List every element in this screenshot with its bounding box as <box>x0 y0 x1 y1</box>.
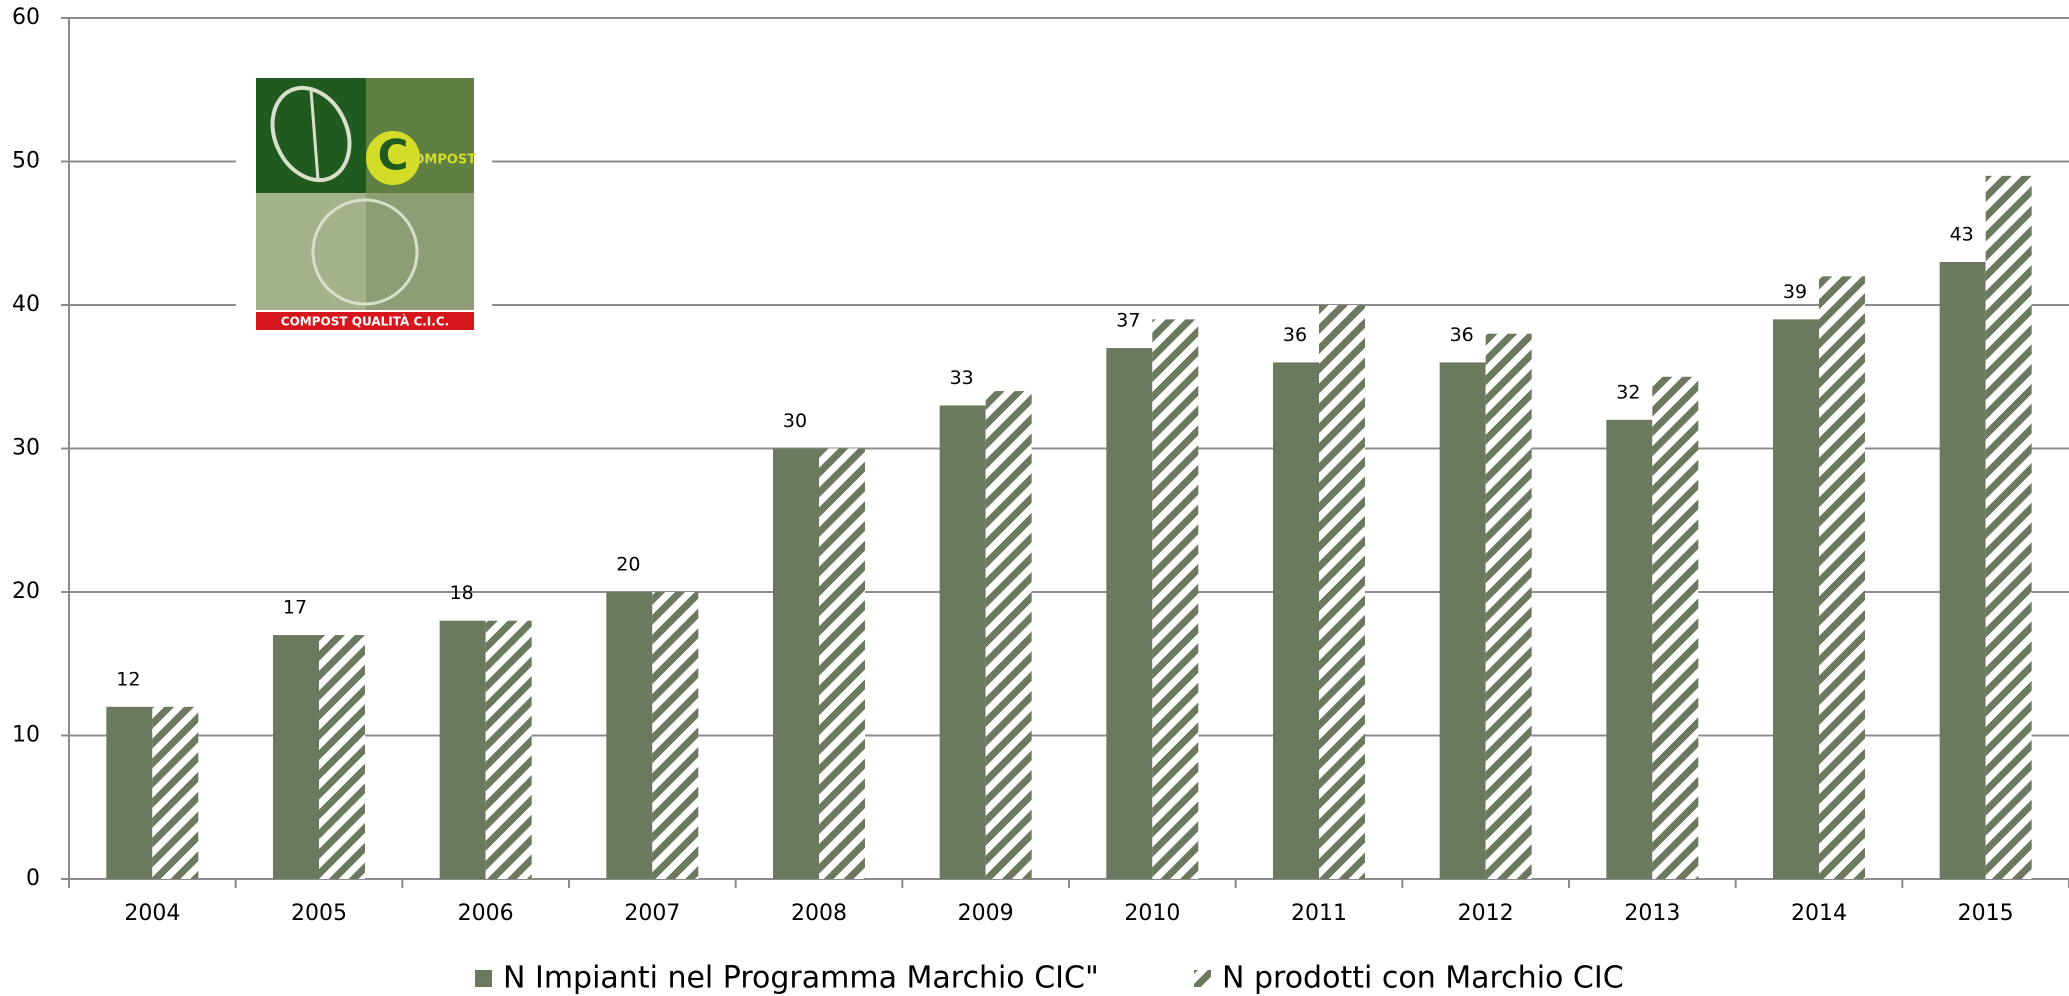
value-label: 30 <box>783 410 807 432</box>
x-tick-label: 2009 <box>958 901 1014 926</box>
bar <box>319 635 365 879</box>
y-tick-label: 10 <box>12 723 40 748</box>
bar <box>819 448 865 879</box>
bar <box>1273 362 1319 879</box>
value-label: 33 <box>950 367 974 389</box>
bar <box>1485 333 1532 879</box>
x-tick-label: 2005 <box>291 901 347 926</box>
bar <box>1773 319 1819 880</box>
bar <box>106 706 153 879</box>
bar <box>1439 362 1486 879</box>
x-tick-label: 2011 <box>1291 901 1347 926</box>
value-label: 32 <box>1616 381 1640 403</box>
logo: C COMPOST COMPOST QUALITÀ C.I.C. <box>236 70 492 334</box>
legend-label: N Impianti nel Programma Marchio CIC" <box>503 961 1099 996</box>
bar <box>1606 419 1653 879</box>
bar <box>773 448 819 879</box>
value-label: 20 <box>616 554 640 576</box>
logo-caption: COMPOST QUALITÀ C.I.C. <box>281 314 449 329</box>
bar <box>1319 305 1365 879</box>
value-label: 39 <box>1783 281 1807 303</box>
bar <box>439 620 486 879</box>
value-label: 36 <box>1283 324 1307 346</box>
value-label: 37 <box>1116 310 1140 332</box>
x-tick-label: 2012 <box>1458 901 1514 926</box>
x-tick-label: 2004 <box>124 901 180 926</box>
y-tick-label: 20 <box>12 579 40 604</box>
y-tick-label: 40 <box>12 292 40 317</box>
bar <box>652 592 699 879</box>
value-label: 18 <box>450 582 474 604</box>
svg-text:C: C <box>378 131 409 180</box>
bar <box>939 405 986 879</box>
bar <box>606 592 653 879</box>
y-tick-label: 60 <box>12 5 40 30</box>
x-tick-label: 2008 <box>791 901 847 926</box>
bar <box>1152 319 1199 880</box>
y-tick-label: 0 <box>26 866 40 891</box>
legend-swatch <box>1194 970 1211 987</box>
bar <box>1819 276 1865 879</box>
value-label: 36 <box>1450 324 1474 346</box>
bar <box>273 635 319 879</box>
x-tick-label: 2007 <box>624 901 680 926</box>
x-tick-label: 2013 <box>1624 901 1680 926</box>
y-tick-label: 30 <box>12 436 40 461</box>
logo-word: COMPOST <box>404 153 476 168</box>
bar <box>485 620 532 879</box>
plot: 2004 12 2005 17 2006 18 2007 20 2008 30 2009 33 2010… <box>68 18 2069 996</box>
x-tick-label: 2006 <box>458 901 514 926</box>
value-label: 43 <box>1950 223 1974 245</box>
x-tick-label: 2014 <box>1791 901 1847 926</box>
x-tick-label: 2010 <box>1124 901 1180 926</box>
legend-label: N prodotti con Marchio CIC <box>1222 961 1624 996</box>
bar <box>152 706 199 879</box>
y-tick-label: 50 <box>12 149 40 174</box>
x-tick-label: 2015 <box>1958 901 2014 926</box>
bar <box>1652 376 1699 879</box>
bar <box>1939 261 1986 879</box>
legend-swatch <box>475 970 492 987</box>
value-label: 12 <box>116 668 140 690</box>
bar <box>985 391 1032 879</box>
value-label: 17 <box>283 597 307 619</box>
bar <box>1985 175 2032 880</box>
bar <box>1106 348 1153 879</box>
